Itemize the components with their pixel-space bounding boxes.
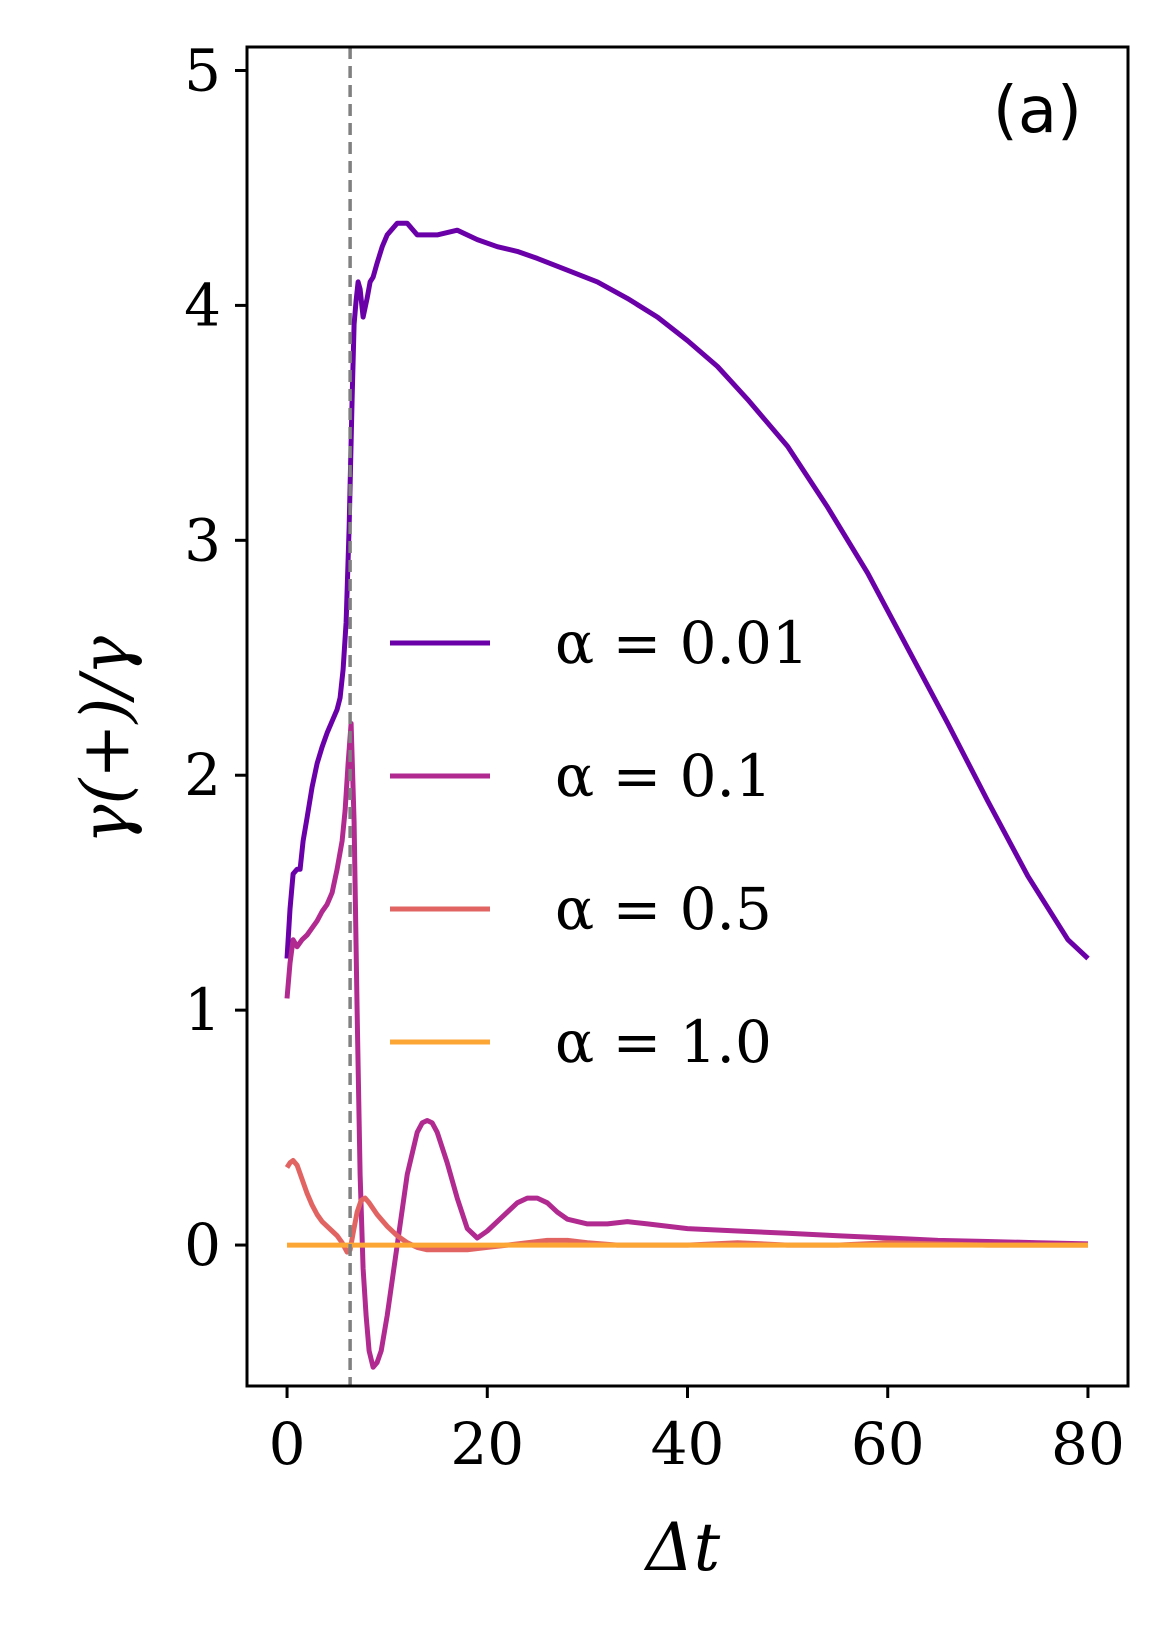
x-tick-label: 0 (269, 1410, 306, 1478)
x-tick-label: 60 (851, 1410, 925, 1478)
x-tick-label: 80 (1051, 1410, 1125, 1478)
x-axis-ticks: 0 20 40 60 80 (269, 1386, 1125, 1478)
panel-annotation: (a) (993, 74, 1082, 148)
y-tick-label: 3 (184, 506, 221, 574)
y-tick-label: 0 (184, 1211, 221, 1279)
legend-label: α = 0.5 (555, 875, 772, 943)
y-axis-ticks: 0 1 2 3 4 5 (184, 36, 247, 1279)
plot-frame (245, 45, 1130, 1388)
legend: α = 0.01 α = 0.1 α = 0.5 α = 1.0 (390, 609, 809, 1076)
legend-label: α = 1.0 (555, 1008, 772, 1076)
series-line-1 (284, 220, 1090, 961)
legend-label: α = 0.1 (555, 742, 772, 810)
x-tick-label: 40 (651, 1410, 725, 1478)
plot-area (245, 45, 1130, 1388)
y-tick-label: 2 (184, 741, 221, 809)
x-tick-label: 20 (450, 1410, 524, 1478)
y-tick-label: 4 (184, 271, 221, 339)
y-tick-label: 5 (184, 36, 221, 104)
legend-label: α = 0.01 (555, 609, 809, 677)
y-axis-label: γ(+)/γ (67, 635, 144, 843)
series-line-2 (284, 721, 1089, 1370)
series-layer (284, 220, 1090, 1370)
y-tick-label: 1 (184, 976, 221, 1044)
x-axis-label: Δt (643, 1509, 721, 1586)
